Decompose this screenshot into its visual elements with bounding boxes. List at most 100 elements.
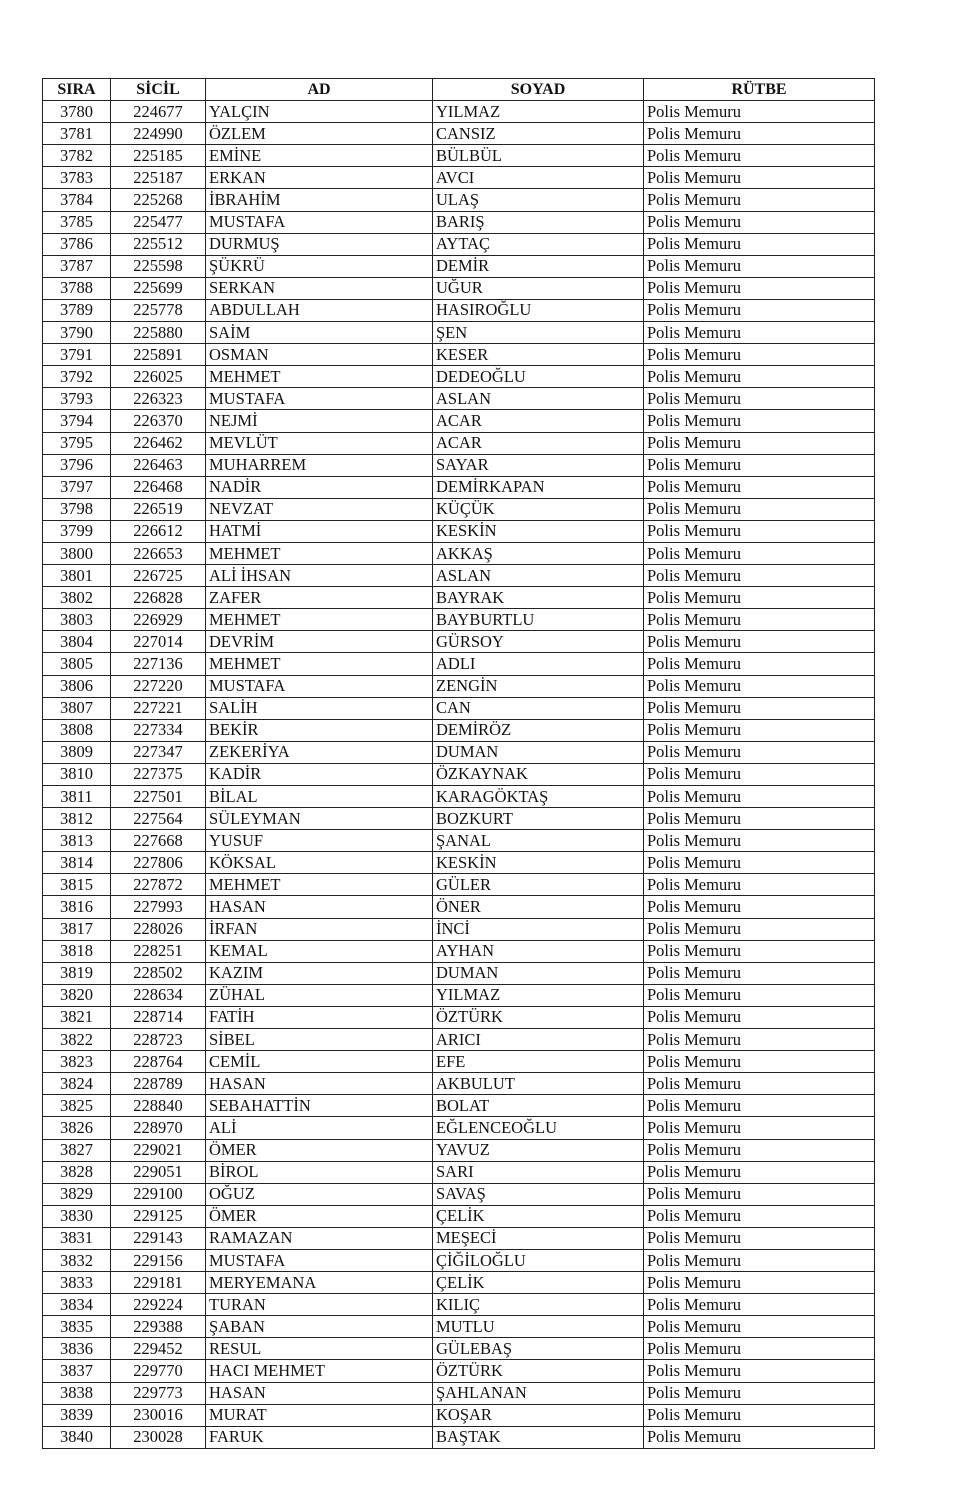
cell-sicil: 227375 [110, 762, 206, 787]
table-row: 3833 229181 MERYEMANA ÇELİK Polis Memuru [42, 1271, 875, 1295]
cell-soyad: BAYBURTLU [432, 608, 644, 632]
table-row: 3796 226463 MUHARREM SAYAR Polis Memuru [42, 453, 875, 477]
cell-ad: YALÇIN [205, 100, 433, 124]
cell-sicil: 227806 [110, 851, 206, 875]
table-row: 3815 227872 MEHMET GÜLER Polis Memuru [42, 873, 875, 897]
cell-sicil: 226468 [110, 475, 206, 499]
cell-sicil: 228789 [110, 1072, 206, 1096]
cell-rutbe: Polis Memuru [643, 608, 875, 632]
cell-sicil: 225185 [110, 144, 206, 168]
cell-soyad: MUTLU [432, 1315, 644, 1339]
cell-sira: 3809 [42, 740, 111, 764]
header-sicil: SİCİL [110, 77, 206, 102]
table-row: 3804 227014 DEVRİM GÜRSOY Polis Memuru [42, 630, 875, 654]
cell-rutbe: Polis Memuru [643, 298, 875, 323]
table-row: 3821 228714 FATİH ÖZTÜRK Polis Memuru [42, 1005, 875, 1030]
cell-sicil: 229021 [110, 1138, 206, 1162]
cell-rutbe: Polis Memuru [643, 497, 875, 521]
cell-sicil: 226370 [110, 409, 206, 433]
cell-ad: HASAN [205, 1072, 433, 1096]
cell-sicil: 228502 [110, 961, 206, 985]
cell-sira: 3815 [42, 873, 111, 897]
cell-ad: MUSTAFA [205, 210, 433, 234]
cell-sicil: 227993 [110, 895, 206, 919]
table-row: 3810 227375 KADİR ÖZKAYNAK Polis Memuru [42, 762, 875, 787]
cell-sicil: 227347 [110, 740, 206, 764]
cell-soyad: BAŞTAK [432, 1425, 644, 1449]
cell-rutbe: Polis Memuru [643, 475, 875, 499]
table-row: 3798 226519 NEVZAT KÜÇÜK Polis Memuru [42, 497, 875, 521]
cell-soyad: SAYAR [432, 453, 644, 477]
cell-sira: 3796 [42, 453, 111, 477]
table-row: 3822 228723 SİBEL ARICI Polis Memuru [42, 1028, 875, 1052]
cell-ad: FATİH [205, 1005, 433, 1030]
cell-soyad: ARICI [432, 1028, 644, 1052]
cell-ad: NEVZAT [205, 497, 433, 521]
table-row: 3780 224677 YALÇIN YILMAZ Polis Memuru [42, 100, 875, 124]
cell-soyad: KESKİN [432, 851, 644, 875]
table-row: 3839 230016 MURAT KOŞAR Polis Memuru [42, 1403, 875, 1427]
cell-sicil: 228764 [110, 1050, 206, 1074]
cell-rutbe: Polis Memuru [643, 166, 875, 190]
cell-sicil: 230028 [110, 1425, 206, 1449]
cell-soyad: GÜLER [432, 873, 644, 897]
cell-rutbe: Polis Memuru [643, 718, 875, 742]
cell-sicil: 227668 [110, 829, 206, 853]
cell-sicil: 225880 [110, 321, 206, 345]
cell-sira: 3784 [42, 188, 111, 212]
cell-rutbe: Polis Memuru [643, 851, 875, 875]
cell-soyad: ÖZKAYNAK [432, 762, 644, 787]
cell-sira: 3782 [42, 144, 111, 168]
cell-soyad: CAN [432, 696, 644, 720]
table-row: 3816 227993 HASAN ÖNER Polis Memuru [42, 895, 875, 919]
cell-sira: 3814 [42, 851, 111, 875]
cell-sicil: 228634 [110, 983, 206, 1007]
table-row: 3793 226323 MUSTAFA ASLAN Polis Memuru [42, 387, 875, 411]
cell-rutbe: Polis Memuru [643, 541, 875, 566]
cell-ad: HASAN [205, 1381, 433, 1405]
cell-sira: 3838 [42, 1381, 111, 1405]
cell-soyad: KARAGÖKTAŞ [432, 784, 644, 809]
cell-soyad: ZENGİN [432, 674, 644, 698]
cell-soyad: ASLAN [432, 564, 644, 588]
cell-ad: İRFAN [205, 917, 433, 941]
cell-rutbe: Polis Memuru [643, 232, 875, 256]
cell-soyad: ULAŞ [432, 188, 644, 212]
table-row: 3840 230028 FARUK BAŞTAK Polis Memuru [42, 1425, 875, 1449]
cell-ad: MEHMET [205, 365, 433, 389]
cell-rutbe: Polis Memuru [643, 409, 875, 433]
cell-ad: RAMAZAN [205, 1226, 433, 1250]
cell-sicil: 227872 [110, 873, 206, 897]
cell-rutbe: Polis Memuru [643, 321, 875, 345]
cell-ad: KÖKSAL [205, 851, 433, 875]
table-row: 3820 228634 ZÜHAL YILMAZ Polis Memuru [42, 983, 875, 1007]
table-row: 3795 226462 MEVLÜT ACAR Polis Memuru [42, 431, 875, 455]
cell-ad: SALİH [205, 696, 433, 720]
cell-ad: İBRAHİM [205, 188, 433, 212]
cell-ad: NEJMİ [205, 409, 433, 433]
cell-rutbe: Polis Memuru [643, 1005, 875, 1030]
cell-soyad: ASLAN [432, 387, 644, 411]
cell-rutbe: Polis Memuru [643, 807, 875, 831]
table-row: 3813 227668 YUSUF ŞANAL Polis Memuru [42, 829, 875, 853]
cell-sira: 3833 [42, 1271, 111, 1295]
cell-sira: 3807 [42, 696, 111, 720]
cell-sicil: 229224 [110, 1293, 206, 1317]
table-row: 3831 229143 RAMAZAN MEŞECİ Polis Memuru [42, 1226, 875, 1250]
cell-sira: 3803 [42, 608, 111, 632]
cell-rutbe: Polis Memuru [643, 100, 875, 124]
cell-sicil: 227220 [110, 674, 206, 698]
cell-ad: MEHMET [205, 873, 433, 897]
cell-rutbe: Polis Memuru [643, 917, 875, 941]
cell-rutbe: Polis Memuru [643, 276, 875, 300]
cell-sicil: 225268 [110, 188, 206, 212]
cell-ad: ÖMER [205, 1204, 433, 1228]
cell-ad: ŞÜKRÜ [205, 254, 433, 278]
cell-soyad: GÜLEBAŞ [432, 1337, 644, 1361]
cell-sicil: 228970 [110, 1116, 206, 1140]
cell-soyad: ÖZTÜRK [432, 1005, 644, 1030]
cell-ad: KADİR [205, 762, 433, 787]
cell-sira: 3790 [42, 321, 111, 345]
cell-sira: 3806 [42, 674, 111, 698]
cell-sira: 3786 [42, 232, 111, 256]
